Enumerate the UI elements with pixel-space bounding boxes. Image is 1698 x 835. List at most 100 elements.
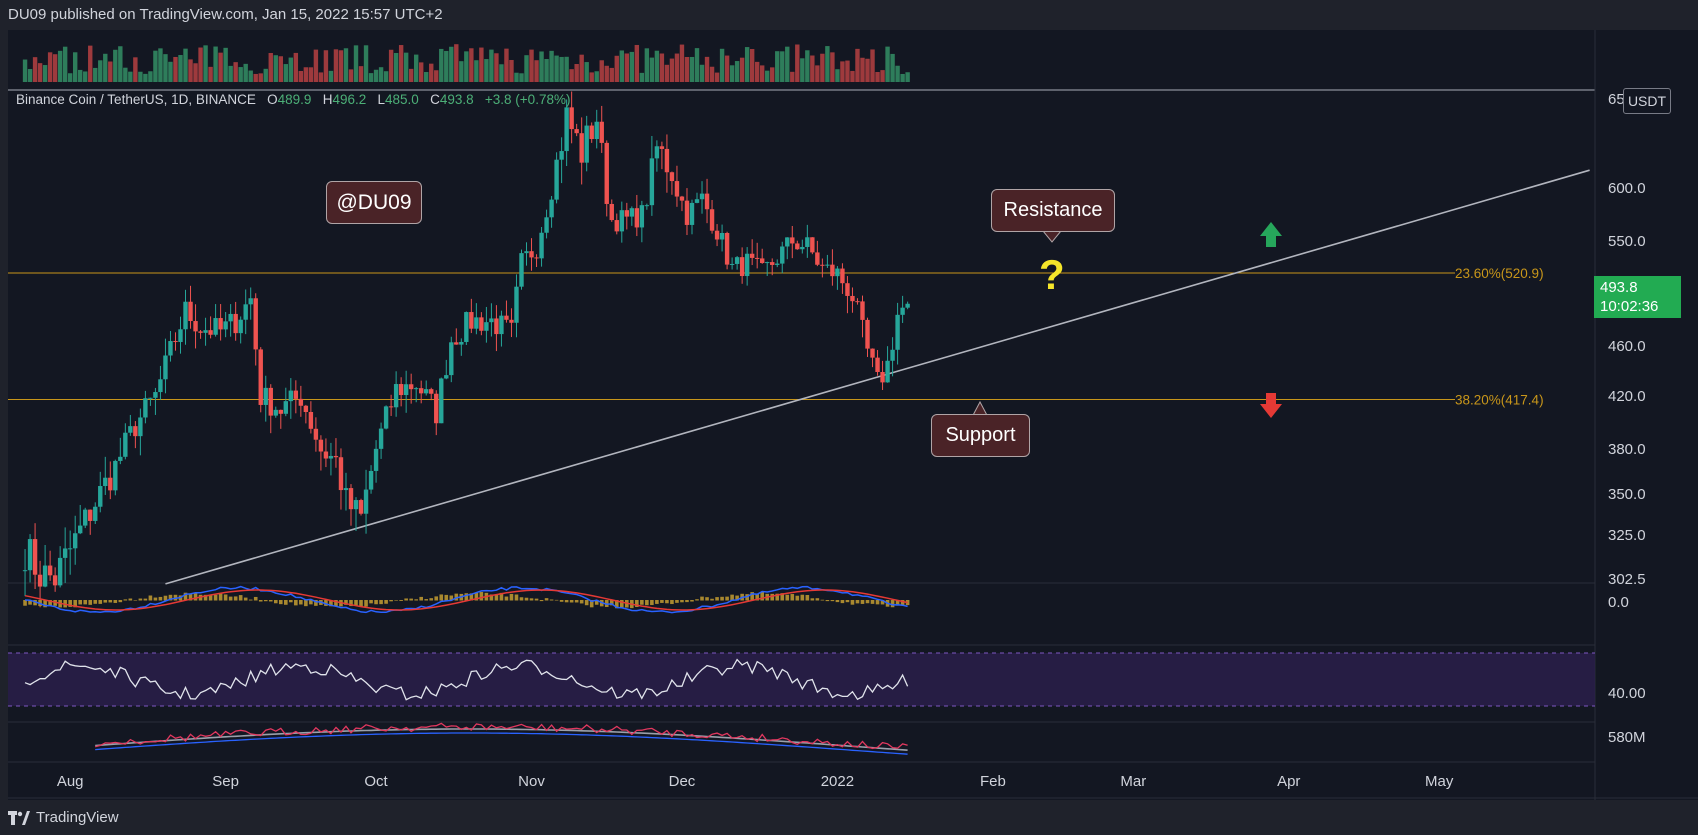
macd-histogram-bar xyxy=(895,600,900,606)
candle xyxy=(248,287,253,320)
candle xyxy=(649,135,655,216)
candle xyxy=(504,300,509,323)
candle xyxy=(634,194,640,237)
macd-histogram-bar xyxy=(825,600,830,602)
candle xyxy=(614,213,619,235)
volume-bar xyxy=(444,50,449,82)
volume-bar xyxy=(780,51,785,82)
currency-badge[interactable]: USDT xyxy=(1623,88,1671,114)
macd-signal-line xyxy=(24,589,908,611)
volume-bar xyxy=(689,56,695,82)
macd-histogram-bar xyxy=(188,593,193,601)
volume-bar xyxy=(208,66,213,82)
candle xyxy=(228,304,233,337)
price-tick-8: 600.0 xyxy=(1608,180,1646,197)
trendline[interactable] xyxy=(165,169,1590,585)
close-value: 493.8 xyxy=(439,92,474,107)
candle xyxy=(419,380,424,404)
ascending-trendline[interactable] xyxy=(165,169,1590,585)
candle xyxy=(183,289,188,345)
macd-histogram-bar xyxy=(43,600,47,608)
macd-histogram-bar xyxy=(88,600,93,605)
time-tick-9: May xyxy=(1425,773,1454,790)
symbol-legend[interactable]: Binance Coin / TetherUS, 1D, BINANCE O48… xyxy=(16,92,570,107)
candle xyxy=(699,181,705,214)
volume-bar xyxy=(840,61,845,82)
volume-bar xyxy=(820,53,825,82)
macd-histogram-bar xyxy=(123,599,128,601)
price-tick-0: 302.5 xyxy=(1608,571,1646,588)
candle xyxy=(749,239,755,266)
macd-histogram-bar xyxy=(655,600,659,604)
volume-bar xyxy=(163,54,168,82)
macd-histogram-bar xyxy=(715,597,719,601)
volume-bar xyxy=(609,67,614,82)
volume-bar xyxy=(403,52,409,82)
candle xyxy=(674,165,680,207)
watermark-label: @DU09 xyxy=(326,181,422,224)
candle xyxy=(103,456,108,495)
macd-histogram-bar xyxy=(840,600,845,604)
price-tick-1: 325.0 xyxy=(1608,527,1646,544)
resistance-callout[interactable]: Resistance xyxy=(991,189,1115,232)
candle xyxy=(554,152,559,204)
volume-bar xyxy=(168,61,173,82)
macd-histogram-bar xyxy=(474,592,479,601)
macd-histogram-bar xyxy=(695,599,699,601)
candle xyxy=(805,224,810,258)
volume-bar xyxy=(188,59,193,82)
volume-bar xyxy=(47,52,53,82)
macd-histogram-bar xyxy=(770,593,775,601)
macd-histogram-bar xyxy=(404,598,408,601)
macd-histogram-bar xyxy=(529,598,534,601)
candle xyxy=(669,171,675,195)
macd-histogram-bar xyxy=(614,600,619,609)
candle xyxy=(378,422,384,459)
candle xyxy=(569,91,574,144)
volume-bar xyxy=(398,45,404,82)
candle xyxy=(223,311,228,338)
macd-histogram-bar xyxy=(730,594,734,601)
price-tick-2: 350.0 xyxy=(1608,486,1646,503)
macd-histogram-bar xyxy=(218,592,223,601)
candle xyxy=(825,254,830,268)
price-axis[interactable]: 302.5325.0350.0380.0420.0460.0500.0550.0… xyxy=(1608,91,1646,588)
candle xyxy=(123,423,128,460)
candle xyxy=(464,311,469,346)
volume-bar xyxy=(37,63,43,82)
volume-bar xyxy=(323,50,329,82)
candle xyxy=(609,199,614,222)
candle xyxy=(815,240,820,267)
volume-bar xyxy=(318,72,324,82)
macd-histogram-bar xyxy=(559,600,564,602)
volume-bar xyxy=(574,63,579,82)
tradingview-logo-icon xyxy=(8,810,30,825)
candle xyxy=(398,377,404,407)
macd-histogram-bar xyxy=(524,597,529,601)
macd-histogram-bar xyxy=(810,598,815,601)
macd-histogram-bar xyxy=(419,596,424,601)
macd-histogram-bar xyxy=(544,598,549,601)
volume-bar xyxy=(193,63,198,82)
volume-bar xyxy=(494,53,499,82)
time-axis[interactable]: Aug Sep Oct Nov Dec 2022 Feb Mar Apr May xyxy=(57,773,1454,790)
candle xyxy=(388,394,394,416)
candle xyxy=(780,241,785,274)
candle xyxy=(173,332,178,351)
macd-histogram-bar xyxy=(163,595,168,601)
volume-bar xyxy=(629,51,635,82)
volume-bar xyxy=(258,73,263,82)
support-callout[interactable]: Support xyxy=(931,414,1030,457)
candle xyxy=(62,527,68,583)
candle xyxy=(604,140,609,217)
macd-histogram-bar xyxy=(113,600,118,603)
volume-bar xyxy=(338,50,344,82)
candle xyxy=(890,337,895,377)
macd-histogram-bar xyxy=(574,600,579,603)
volume-bar xyxy=(644,48,650,82)
volume-bar xyxy=(539,51,544,82)
volume-bar xyxy=(744,47,750,82)
candle xyxy=(509,308,514,338)
volume-bar xyxy=(875,71,880,82)
